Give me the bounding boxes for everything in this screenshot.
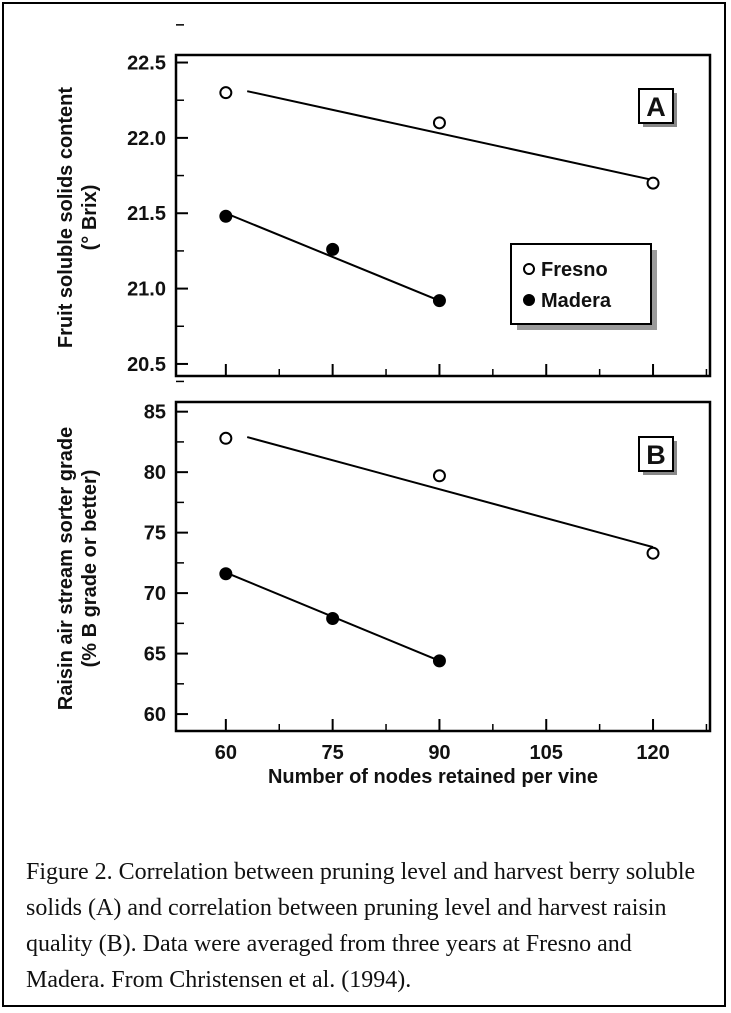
y-axis-label-line2: (° Brix) (79, 185, 101, 251)
y-tick-label: 60 (144, 704, 166, 726)
data-point-madera (432, 654, 446, 668)
x-tick-label: 60 (215, 742, 237, 764)
y-tick-label: 22.0 (127, 128, 166, 150)
data-point-madera (219, 567, 233, 581)
figure-caption: Figure 2. Correlation between pruning le… (26, 859, 696, 993)
y-tick-label: 85 (144, 402, 166, 424)
x-tick-label: 90 (428, 742, 450, 764)
legend-marker-madera (523, 294, 535, 306)
panel-label: A (646, 92, 666, 122)
x-axis-label: Number of nodes retained per vine (268, 766, 598, 788)
figure-chart: 20.5 21.0 21.5 22.0 22.5 Fruit soluble solids… (55, 24, 712, 788)
y-tick-label: 20.5 (127, 354, 166, 376)
x-tick-label: 105 (530, 742, 563, 764)
data-point-fresno (432, 469, 446, 483)
y-tick-label: 21.5 (127, 203, 166, 225)
plot-area-border (174, 53, 712, 378)
legend-label-madera: Madera (541, 290, 612, 312)
panel-b: 60 65 70 75 80 85 60 75 90 105 120 Raisin air strea… (55, 380, 712, 788)
x-tick-label: 75 (322, 742, 344, 764)
fit-line-madera (225, 212, 440, 302)
data-point-madera (326, 242, 340, 256)
y-tick-label: 70 (144, 583, 166, 605)
legend-marker-fresno (523, 263, 535, 275)
plot-area-border (174, 400, 712, 733)
data-point-fresno (219, 86, 233, 100)
y-axis-label-line1: Fruit soluble solids content (55, 87, 77, 348)
y-tick-label: 22.5 (127, 53, 166, 75)
panel-label: B (646, 440, 666, 470)
data-point-madera (432, 294, 446, 308)
x-tick-label: 120 (636, 742, 669, 764)
y-tick-label: 75 (144, 523, 166, 545)
legend-box (510, 243, 652, 325)
y-tick-label: 80 (144, 462, 166, 484)
fit-line-fresno (246, 90, 654, 182)
panel-label-box (638, 436, 674, 472)
data-point-fresno (432, 116, 446, 130)
panel-a: 20.5 21.0 21.5 22.0 22.5 Fruit soluble solids… (55, 24, 712, 378)
y-axis-label-line1: Raisin air stream sorter grade (55, 427, 77, 710)
data-point-fresno (646, 176, 660, 190)
y-tick-label: 65 (144, 644, 166, 666)
data-point-madera (219, 209, 233, 223)
data-point-fresno (646, 546, 660, 560)
data-point-madera (326, 612, 340, 626)
data-point-fresno (219, 431, 233, 445)
y-axis-label-line2: (% B grade or better) (79, 470, 101, 668)
legend-label-fresno: Fresno (541, 259, 608, 281)
y-tick-label: 21.0 (127, 279, 166, 301)
fit-line-fresno (246, 436, 654, 549)
panel-label-box (638, 88, 674, 124)
